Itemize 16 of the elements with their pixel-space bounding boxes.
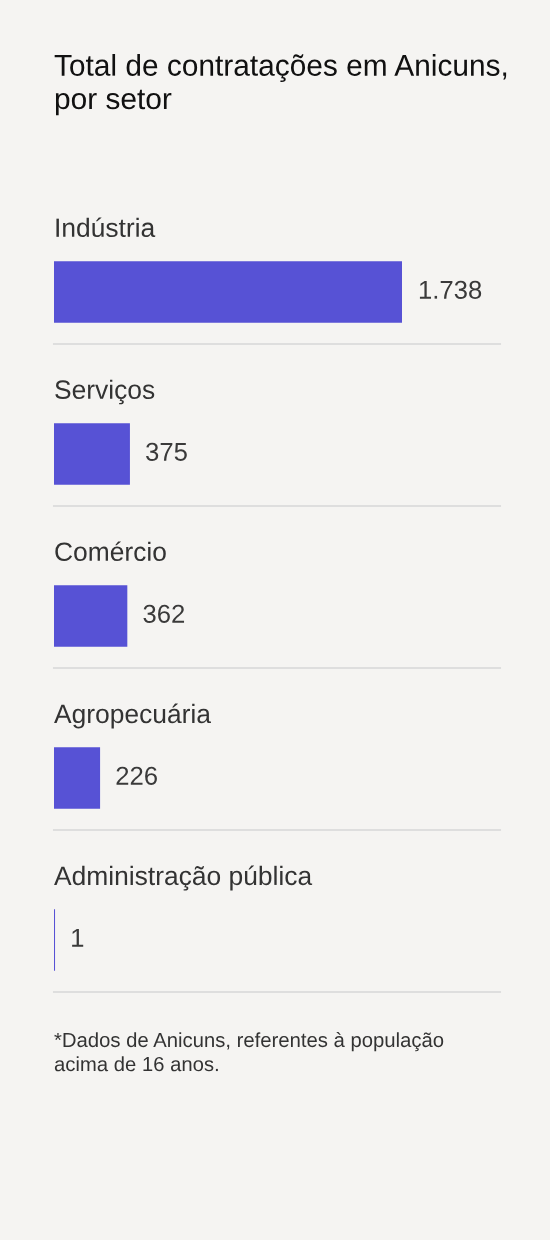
y-tick-label: Administração pública bbox=[54, 865, 313, 891]
y-tick-label: Serviços bbox=[55, 379, 155, 405]
data-label: 1.738 bbox=[419, 280, 482, 299]
data-label: 226 bbox=[116, 766, 157, 785]
y-tick-label: Agropecuária bbox=[54, 703, 211, 729]
chart-title: Total de contratações em Anicuns, por setor bbox=[54, 54, 507, 116]
data-label: 1 bbox=[72, 928, 84, 947]
bar bbox=[54, 261, 402, 323]
y-tick-label: Comércio bbox=[55, 541, 166, 562]
y-tick-label: Indústria bbox=[56, 217, 156, 238]
text: *Dados de Anicuns, referentes à população acima de 16 anos. bbox=[54, 1032, 444, 1072]
data-label: 375 bbox=[146, 442, 187, 461]
bar bbox=[54, 423, 130, 485]
bar bbox=[54, 585, 128, 647]
bar bbox=[54, 747, 101, 809]
data-label: 362 bbox=[143, 604, 185, 623]
